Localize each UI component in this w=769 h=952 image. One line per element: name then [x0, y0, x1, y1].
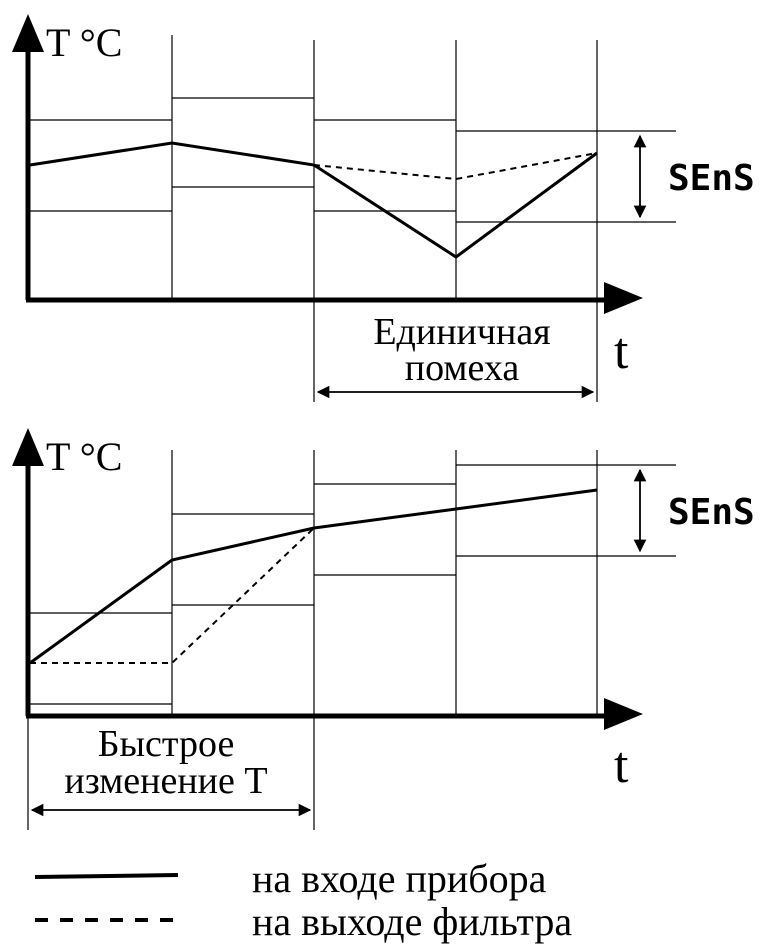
legend-dashed-label: на выходе фильтра [252, 899, 572, 944]
legend-solid-swatch [34, 873, 179, 879]
bottom-sens-label: SEnS [668, 492, 755, 533]
top-sens-label: SEnS [668, 158, 755, 199]
top-span-caption-line2: помеха [405, 347, 520, 389]
bottom-y-axis-label: T °C [46, 434, 122, 479]
legend-solid-label: на входе прибора [252, 856, 547, 901]
bottom-diagram: SEnS T °C t Быстрое изменение Т [12, 428, 755, 830]
legend: на входе прибора на выходе фильтра [34, 856, 572, 944]
top-span-caption-line1: Единичная [373, 311, 550, 353]
bottom-y-axis-arrowhead [12, 428, 44, 466]
bottom-x-axis-label: t [614, 737, 629, 794]
bottom-span-caption-line2: изменение Т [64, 760, 267, 802]
top-x-axis-arrowhead [604, 282, 643, 314]
bottom-span-caption-line1: Быстрое [98, 723, 235, 765]
top-y-axis-label: T °C [46, 20, 122, 65]
bottom-x-axis-arrowhead [604, 698, 643, 730]
top-y-axis-arrowhead [12, 14, 44, 52]
bottom-output-curve [30, 527, 315, 664]
top-diagram: SEnS T °C t Единичная помеха [12, 14, 755, 402]
bottom-input-curve [29, 488, 598, 665]
top-x-axis-label: t [614, 323, 629, 380]
top-output-curve [313, 152, 598, 181]
